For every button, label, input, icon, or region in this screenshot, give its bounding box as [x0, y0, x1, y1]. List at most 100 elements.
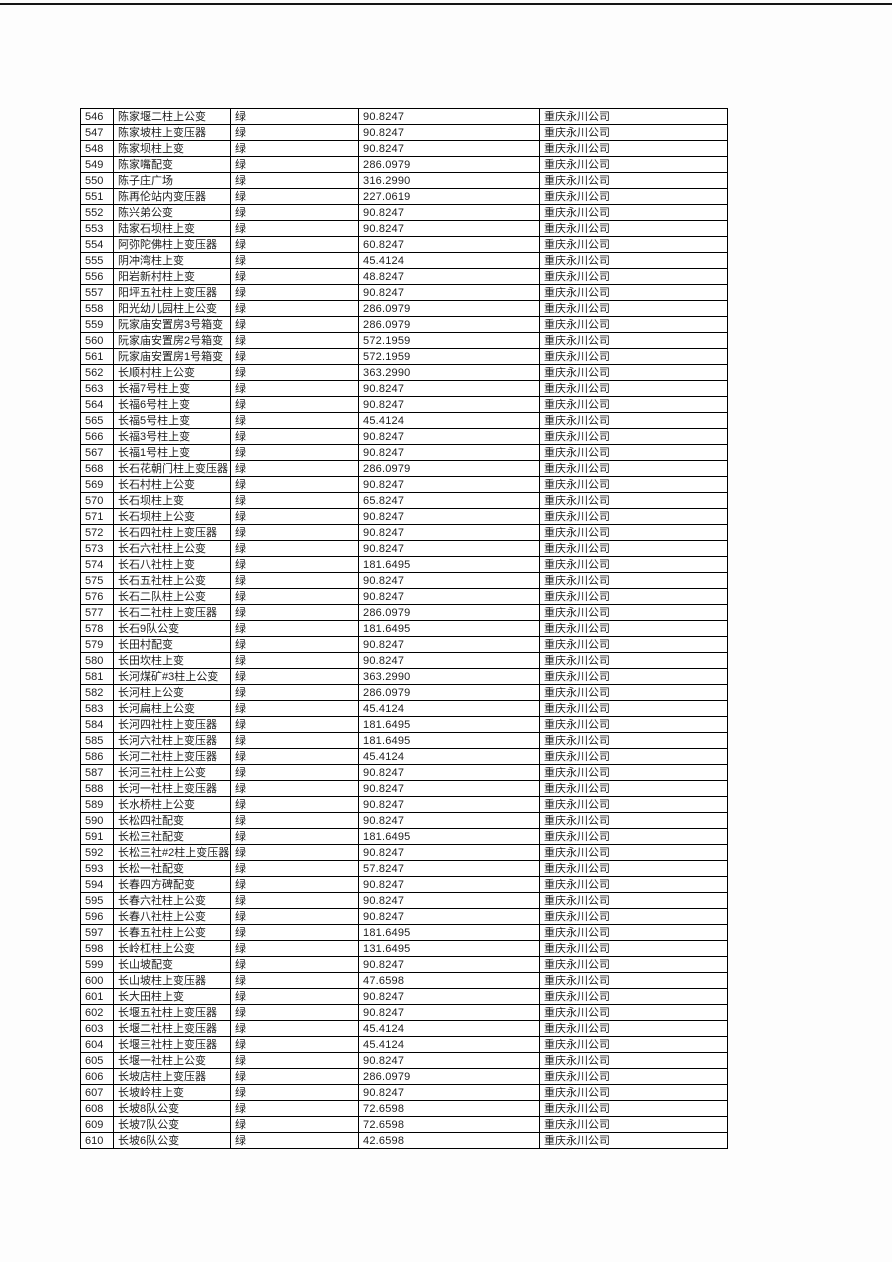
table-row: 577 长石二社柱上变压器绿 286.0979 重庆永川公司: [80, 604, 728, 621]
table-row: 576 长石二队柱上公变绿 90.8247 重庆永川公司: [80, 588, 728, 605]
row-number-cell: 599: [80, 956, 114, 973]
company-cell: 重庆永川公司: [539, 684, 728, 701]
row-number-cell: 548: [80, 140, 114, 157]
device-name-cell: 长河六社柱上变压器: [113, 732, 231, 749]
row-number-cell: 598: [80, 940, 114, 957]
row-number-cell: 567: [80, 444, 114, 461]
status-cell: 绿: [230, 748, 359, 765]
value-cell: 90.8247: [358, 652, 540, 669]
table-row: 580 长田坎柱上变绿 90.8247 重庆永川公司: [80, 652, 728, 669]
company-cell: 重庆永川公司: [539, 428, 728, 445]
device-name-cell: 长坡6队公变: [113, 1132, 231, 1149]
row-number-cell: 565: [80, 412, 114, 429]
table-row: 566 长福3号柱上变绿 90.8247 重庆永川公司: [80, 428, 728, 445]
device-name-cell: 长岭杠柱上公变: [113, 940, 231, 957]
company-cell: 重庆永川公司: [539, 732, 728, 749]
company-cell: 重庆永川公司: [539, 252, 728, 269]
value-cell: 90.8247: [358, 108, 540, 125]
status-cell: 绿: [230, 412, 359, 429]
row-number-cell: 573: [80, 540, 114, 557]
row-number-cell: 596: [80, 908, 114, 925]
device-name-cell: 长松三社#2柱上变压器: [113, 844, 231, 861]
company-cell: 重庆永川公司: [539, 124, 728, 141]
company-cell: 重庆永川公司: [539, 700, 728, 717]
status-cell: 绿: [230, 1084, 359, 1101]
value-cell: 286.0979: [358, 1068, 540, 1085]
value-cell: 363.2990: [358, 668, 540, 685]
value-cell: 286.0979: [358, 300, 540, 317]
value-cell: 45.4124: [358, 1036, 540, 1053]
table-row: 553 陆家石坝柱上变绿 90.8247 重庆永川公司: [80, 220, 728, 237]
value-cell: 181.6495: [358, 620, 540, 637]
table-row: 556 阳岩新村柱上变绿 48.8247 重庆永川公司: [80, 268, 728, 285]
device-name-cell: 阮家庙安置房2号箱变: [113, 332, 231, 349]
value-cell: 72.6598: [358, 1116, 540, 1133]
table-row: 555 阴冲湾柱上变绿 45.4124 重庆永川公司: [80, 252, 728, 269]
company-cell: 重庆永川公司: [539, 588, 728, 605]
company-cell: 重庆永川公司: [539, 876, 728, 893]
row-number-cell: 578: [80, 620, 114, 637]
device-name-cell: 长堰二社柱上变压器: [113, 1020, 231, 1037]
table-row: 559 阮家庙安置房3号箱变绿 286.0979 重庆永川公司: [80, 316, 728, 333]
device-name-cell: 阮家庙安置房1号箱变: [113, 348, 231, 365]
device-name-cell: 陈兴弟公变: [113, 204, 231, 221]
value-cell: 90.8247: [358, 124, 540, 141]
table-row: 547 陈家坡柱上变压器绿 90.8247 重庆永川公司: [80, 124, 728, 141]
table-row: 605 长堰一社柱上公变绿 90.8247 重庆永川公司: [80, 1052, 728, 1069]
company-cell: 重庆永川公司: [539, 988, 728, 1005]
device-name-cell: 长田村配变: [113, 636, 231, 653]
row-number-cell: 553: [80, 220, 114, 237]
value-cell: 72.6598: [358, 1100, 540, 1117]
status-cell: 绿: [230, 684, 359, 701]
company-cell: 重庆永川公司: [539, 716, 728, 733]
row-number-cell: 604: [80, 1036, 114, 1053]
status-cell: 绿: [230, 316, 359, 333]
status-cell: 绿: [230, 348, 359, 365]
company-cell: 重庆永川公司: [539, 1116, 728, 1133]
table-row: 567 长福1号柱上变绿 90.8247 重庆永川公司: [80, 444, 728, 461]
device-name-cell: 长坡7队公变: [113, 1116, 231, 1133]
device-name-cell: 长堰三社柱上变压器: [113, 1036, 231, 1053]
device-name-cell: 陈子庄广场: [113, 172, 231, 189]
company-cell: 重庆永川公司: [539, 140, 728, 157]
row-number-cell: 602: [80, 1004, 114, 1021]
status-cell: 绿: [230, 1020, 359, 1037]
device-name-cell: 长福3号柱上变: [113, 428, 231, 445]
value-cell: 90.8247: [358, 908, 540, 925]
table-row: 572 长石四社柱上变压器绿 90.8247 重庆永川公司: [80, 524, 728, 541]
value-cell: 363.2990: [358, 364, 540, 381]
company-cell: 重庆永川公司: [539, 348, 728, 365]
status-cell: 绿: [230, 1052, 359, 1069]
device-name-cell: 长河四社柱上变压器: [113, 716, 231, 733]
device-name-cell: 长石村柱上公变: [113, 476, 231, 493]
company-cell: 重庆永川公司: [539, 796, 728, 813]
table-row: 574 长石八社柱上变绿 181.6495 重庆永川公司: [80, 556, 728, 573]
row-number-cell: 609: [80, 1116, 114, 1133]
status-cell: 绿: [230, 476, 359, 493]
device-name-cell: 长坡岭柱上变: [113, 1084, 231, 1101]
company-cell: 重庆永川公司: [539, 924, 728, 941]
device-name-cell: 陈再伦站内变压器: [113, 188, 231, 205]
device-name-cell: 长春四方碑配变: [113, 876, 231, 893]
row-number-cell: 583: [80, 700, 114, 717]
device-name-cell: 阳坪五社柱上变压器: [113, 284, 231, 301]
status-cell: 绿: [230, 1004, 359, 1021]
table-row: 546 陈家堰二柱上公变绿 90.8247 重庆永川公司: [80, 108, 728, 125]
status-cell: 绿: [230, 524, 359, 541]
status-cell: 绿: [230, 140, 359, 157]
value-cell: 286.0979: [358, 460, 540, 477]
row-number-cell: 582: [80, 684, 114, 701]
company-cell: 重庆永川公司: [539, 620, 728, 637]
value-cell: 286.0979: [358, 156, 540, 173]
device-name-cell: 长石五社柱上公变: [113, 572, 231, 589]
row-number-cell: 572: [80, 524, 114, 541]
device-name-cell: 阳岩新村柱上变: [113, 268, 231, 285]
table-row: 558 阳光幼儿园柱上公变绿 286.0979 重庆永川公司: [80, 300, 728, 317]
device-name-cell: 陈家嘴配变: [113, 156, 231, 173]
row-number-cell: 595: [80, 892, 114, 909]
value-cell: 90.8247: [358, 1084, 540, 1101]
status-cell: 绿: [230, 732, 359, 749]
status-cell: 绿: [230, 1132, 359, 1149]
value-cell: 48.8247: [358, 268, 540, 285]
